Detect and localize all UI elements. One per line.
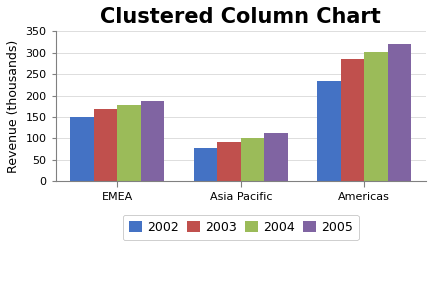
Legend: 2002, 2003, 2004, 2005: 2002, 2003, 2004, 2005 <box>123 215 359 240</box>
Y-axis label: Revenue (thousands): Revenue (thousands) <box>7 40 20 173</box>
Bar <box>71 117 94 181</box>
Bar <box>388 44 411 181</box>
Bar <box>241 138 264 181</box>
Bar <box>364 52 388 181</box>
Bar <box>264 133 288 181</box>
Bar <box>341 59 364 181</box>
Bar <box>141 101 164 181</box>
Bar <box>194 148 217 181</box>
Bar <box>317 81 341 181</box>
Bar <box>94 109 117 181</box>
Bar <box>117 105 141 181</box>
Title: Clustered Column Chart: Clustered Column Chart <box>100 7 381 27</box>
Bar <box>217 142 241 181</box>
